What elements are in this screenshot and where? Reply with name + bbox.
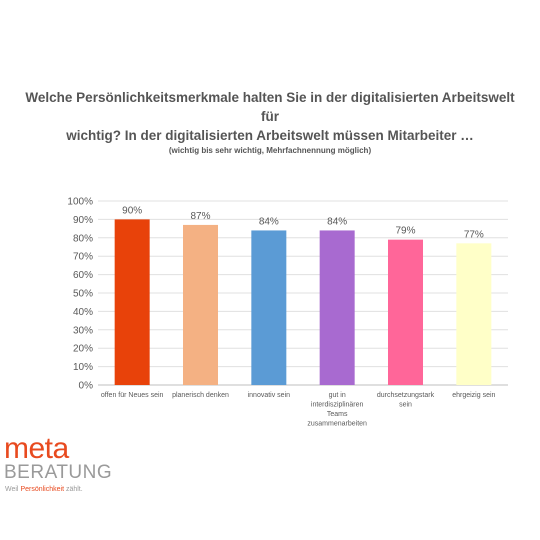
logo-meta-text: meta <box>4 432 69 465</box>
x-tick-label: zusammenarbeiten <box>307 421 367 428</box>
y-tick-label: 50% <box>73 289 93 300</box>
data-label: 87% <box>190 211 210 222</box>
chart-title-block: Welche Persönlichkeitsmerkmale halten Si… <box>20 88 520 155</box>
x-tick-label: ehrgeizig sein <box>452 392 495 399</box>
bar <box>183 224 218 385</box>
y-tick-label: 80% <box>73 233 93 244</box>
bar <box>251 230 287 385</box>
x-tick-label: sein <box>399 402 412 409</box>
x-tick-label: gut in <box>329 392 346 399</box>
y-tick-label: 10% <box>73 362 93 373</box>
data-label: 84% <box>259 216 279 227</box>
logo-tagline: Weil Persönlichkeit zählt. <box>5 486 83 493</box>
data-label: 79% <box>395 226 415 237</box>
x-tick-label: innovativ sein <box>248 392 291 399</box>
y-tick-label: 40% <box>73 307 93 318</box>
logo-tagline-suffix: zählt. <box>64 486 83 493</box>
bar <box>319 230 355 385</box>
x-tick-label: offen für Neues sein <box>101 392 164 399</box>
y-tick-label: 90% <box>73 215 93 226</box>
bar <box>388 239 423 385</box>
y-tick-label: 30% <box>73 325 93 336</box>
logo-tagline-prefix: Weil <box>5 486 21 493</box>
x-tick-label: interdisziplinären <box>311 402 364 409</box>
bar <box>456 243 492 385</box>
data-label: 90% <box>122 205 142 216</box>
logo-tagline-accent: Persönlichkeit <box>20 486 65 493</box>
y-tick-label: 100% <box>67 197 93 208</box>
meta-beratung-logo: meta BERATUNG Weil Persönlichkeit zählt. <box>4 434 154 498</box>
chart-title-line-1: Welche Persönlichkeitsmerkmale halten Si… <box>25 90 515 124</box>
chart-subtitle: (wichtig bis sehr wichtig, Mehrfachnennu… <box>168 146 372 155</box>
y-tick-label: 0% <box>79 381 94 392</box>
y-tick-label: 60% <box>73 270 93 281</box>
y-tick-label: 20% <box>73 344 93 355</box>
chart-title-line-2: wichtig? In der digitalisierten Arbeitsw… <box>66 128 474 143</box>
x-tick-label: durchsetzungstark <box>377 392 435 399</box>
y-tick-label: 70% <box>73 252 93 263</box>
x-tick-label: planerisch denken <box>172 392 229 399</box>
data-label: 84% <box>327 216 347 227</box>
data-label: 77% <box>464 229 484 240</box>
bar <box>114 219 150 385</box>
logo-beratung-text: BERATUNG <box>4 462 113 483</box>
x-tick-label: Teams <box>327 411 348 418</box>
